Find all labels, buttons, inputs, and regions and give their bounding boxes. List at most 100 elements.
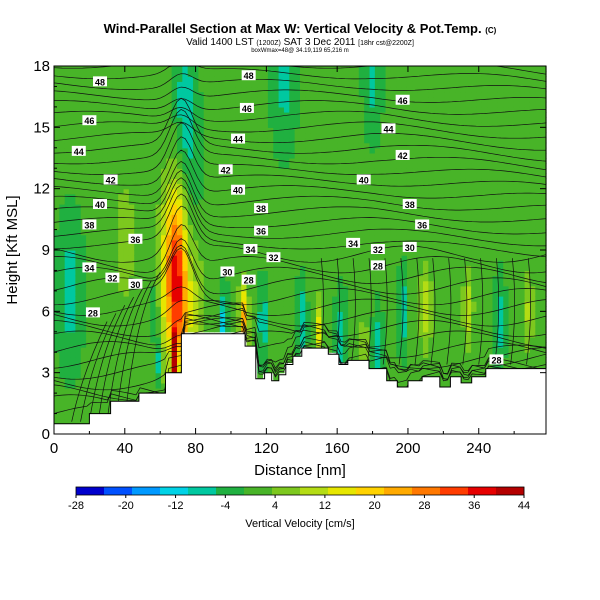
- w-cell: [374, 296, 381, 302]
- w-cell: [428, 352, 435, 358]
- w-cell: [219, 173, 226, 180]
- w-cell: [128, 214, 135, 220]
- w-cell: [246, 81, 253, 88]
- w-cell: [406, 265, 413, 272]
- w-cell: [406, 229, 413, 236]
- w-cell: [364, 285, 371, 292]
- w-cell: [267, 224, 274, 231]
- w-cell: [166, 147, 173, 154]
- w-cell: [364, 132, 371, 139]
- w-cell: [144, 347, 151, 353]
- w-cell: [305, 101, 312, 108]
- w-cell: [476, 301, 483, 307]
- w-cell: [412, 106, 419, 113]
- w-cell: [310, 204, 317, 210]
- w-cell: [80, 280, 87, 287]
- w-cell: [80, 255, 87, 261]
- w-cell: [305, 122, 312, 128]
- w-cell: [326, 168, 333, 174]
- w-cell: [273, 168, 280, 174]
- w-cell: [198, 311, 205, 318]
- w-cell: [326, 331, 333, 338]
- w-cell: [326, 101, 333, 108]
- w-cell: [283, 296, 290, 302]
- w-cell: [273, 214, 280, 220]
- w-cell: [160, 209, 167, 215]
- w-cell: [144, 91, 151, 98]
- w-cell: [150, 275, 157, 282]
- w-cell: [332, 296, 339, 302]
- w-cell: [358, 275, 365, 282]
- w-cell: [187, 285, 194, 292]
- w-cell: [428, 250, 435, 256]
- w-cell: [177, 244, 183, 251]
- w-cell: [75, 342, 82, 348]
- w-cell: [332, 347, 339, 353]
- w-cell: [471, 311, 478, 318]
- w-cell: [428, 178, 435, 185]
- w-cell: [139, 173, 146, 180]
- w-cell: [444, 270, 451, 277]
- w-cell: [332, 209, 339, 215]
- w-cell: [476, 183, 483, 190]
- w-cell: [257, 255, 264, 261]
- w-cell: [401, 214, 408, 220]
- w-cell: [171, 66, 178, 72]
- w-cell: [166, 285, 173, 292]
- w-cell: [300, 331, 306, 338]
- w-cell: [70, 173, 76, 180]
- w-cell: [481, 117, 488, 123]
- w-cell: [128, 198, 135, 205]
- w-cell: [150, 173, 157, 180]
- w-cell: [70, 132, 76, 139]
- w-cell: [219, 193, 226, 200]
- w-cell: [481, 66, 488, 72]
- w-cell: [428, 188, 435, 195]
- w-cell: [75, 418, 82, 425]
- w-cell: [406, 316, 413, 323]
- w-cell: [171, 234, 178, 241]
- w-cell: [144, 132, 151, 139]
- w-cell: [262, 280, 269, 287]
- w-cell: [342, 173, 349, 180]
- w-cell: [134, 152, 141, 159]
- w-cell: [155, 122, 162, 128]
- w-cell: [219, 229, 226, 236]
- w-cell: [59, 321, 66, 328]
- w-cell: [123, 260, 130, 266]
- w-cell: [364, 71, 371, 77]
- w-cell: [144, 311, 151, 318]
- w-cell: [406, 260, 413, 266]
- w-cell: [86, 163, 93, 169]
- w-cell: [390, 275, 397, 282]
- w-cell: [417, 188, 424, 195]
- w-cell: [134, 244, 141, 251]
- w-cell: [54, 326, 60, 333]
- w-cell: [385, 244, 392, 251]
- w-cell: [91, 178, 98, 185]
- w-cell: [423, 290, 429, 297]
- w-cell: [374, 342, 381, 348]
- w-cell: [139, 280, 146, 287]
- w-cell: [262, 152, 269, 159]
- w-cell: [144, 250, 151, 256]
- w-cell: [128, 382, 135, 389]
- w-cell: [203, 147, 210, 154]
- w-cell: [353, 316, 360, 323]
- w-cell: [283, 311, 290, 318]
- w-cell: [171, 193, 178, 200]
- w-cell: [209, 81, 216, 88]
- w-cell: [187, 306, 194, 312]
- w-cell: [294, 147, 301, 154]
- w-cell: [59, 336, 66, 343]
- w-cell: [214, 91, 221, 98]
- w-cell: [401, 255, 408, 261]
- w-cell: [316, 204, 322, 210]
- w-cell: [326, 142, 333, 149]
- w-cell: [123, 173, 130, 180]
- w-cell: [321, 265, 328, 272]
- w-cell: [358, 306, 365, 312]
- w-cell: [171, 270, 178, 277]
- w-cell: [134, 122, 141, 128]
- w-cell: [80, 142, 87, 149]
